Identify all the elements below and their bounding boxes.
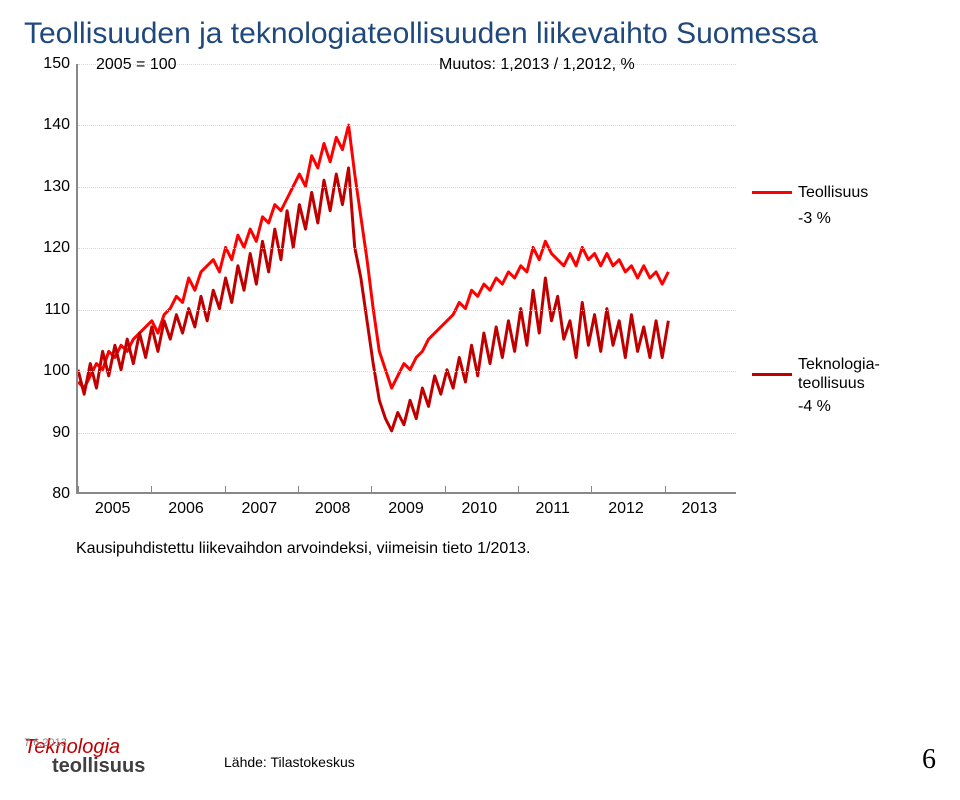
legend-label: Teollisuus <box>798 183 868 202</box>
y-tick: 100 <box>43 362 70 380</box>
legend-label: Teknologia-teollisuus <box>798 355 880 393</box>
y-tick: 110 <box>44 301 70 319</box>
x-tick: 2009 <box>388 500 424 518</box>
x-axis-labels: 2005 2006 2007 2008 2009 2010 2011 2012 2013 <box>76 494 736 522</box>
legend-swatch <box>752 191 792 194</box>
y-tick: 80 <box>52 485 70 503</box>
page-title: Teollisuuden ja teknologiateollisuuden l… <box>24 16 936 52</box>
logo-line-2: teollisuus <box>52 757 936 776</box>
page-number: 6 <box>922 744 936 776</box>
x-tick: 2012 <box>608 500 644 518</box>
y-tick: 90 <box>52 424 70 442</box>
legend: Teollisuus -3 % Teknologia-teollisuus -4 % <box>752 64 936 494</box>
series-Teollisuus <box>78 125 668 388</box>
line-plot <box>78 64 736 492</box>
y-tick: 120 <box>43 239 70 257</box>
legend-pct: -3 % <box>798 209 831 228</box>
legend-item: Teollisuus <box>752 183 868 202</box>
x-tick: 2006 <box>168 500 204 518</box>
x-tick: 2007 <box>242 500 278 518</box>
legend-swatch <box>752 373 792 376</box>
change-annotation: Muutos: 1,2013 / 1,2012, % <box>439 56 635 74</box>
y-tick: 130 <box>43 178 70 196</box>
logo: Teknologia teollisuus 7.6.2013 <box>24 738 936 776</box>
x-tick: 2010 <box>462 500 498 518</box>
plot-area <box>76 64 736 494</box>
legend-item: Teknologia-teollisuus <box>752 355 880 393</box>
x-tick: 2008 <box>315 500 351 518</box>
y-tick: 150 <box>43 55 70 73</box>
baseline-annotation: 2005 = 100 <box>96 56 177 74</box>
x-tick: 2011 <box>535 500 569 518</box>
source-label: Lähde: Tilastokeskus <box>224 754 355 770</box>
x-tick: 2005 <box>95 500 131 518</box>
x-tick: 2013 <box>682 500 718 518</box>
chart-container: 8090100110120130140150 Teollisuus-3 %Tek… <box>24 64 936 494</box>
logo-line-1: Teknologia <box>24 738 936 757</box>
tiny-date: 7.6.2013 <box>24 738 67 748</box>
legend-pct: -4 % <box>798 397 831 416</box>
y-tick: 140 <box>43 116 70 134</box>
caption: Kausipuhdistettu liikevaihdon arvoindeks… <box>76 540 936 558</box>
y-axis-labels: 8090100110120130140150 <box>24 64 76 494</box>
